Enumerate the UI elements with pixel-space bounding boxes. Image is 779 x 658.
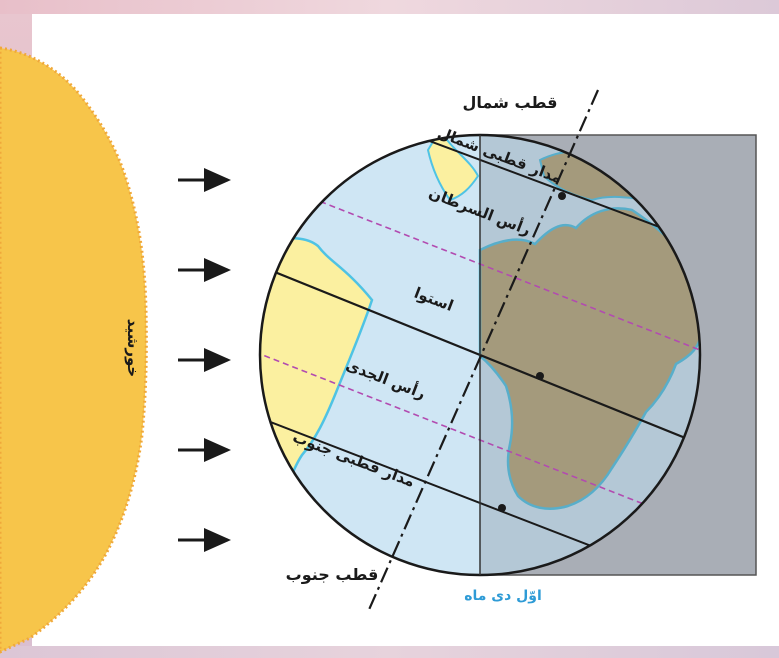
sun-label: خورشید xyxy=(124,319,142,377)
background-edge-bottom xyxy=(0,646,779,658)
north-pole-label: قطب شمال xyxy=(463,93,558,112)
date-label: اوّل دی ماه xyxy=(464,588,542,604)
location-dot xyxy=(558,192,566,200)
sun-shape xyxy=(0,46,148,654)
greenland-landmass xyxy=(426,135,480,202)
location-dot xyxy=(498,504,506,512)
location-dot xyxy=(536,372,544,380)
background-edge-top xyxy=(0,0,779,14)
south-america-landmass xyxy=(260,236,374,507)
globe xyxy=(260,135,700,575)
south-pole-label: قطب جنوب xyxy=(286,565,379,584)
africa-europe-landmass xyxy=(478,207,700,510)
earth-axis xyxy=(366,89,600,613)
sun-ray-arrows xyxy=(178,168,231,552)
